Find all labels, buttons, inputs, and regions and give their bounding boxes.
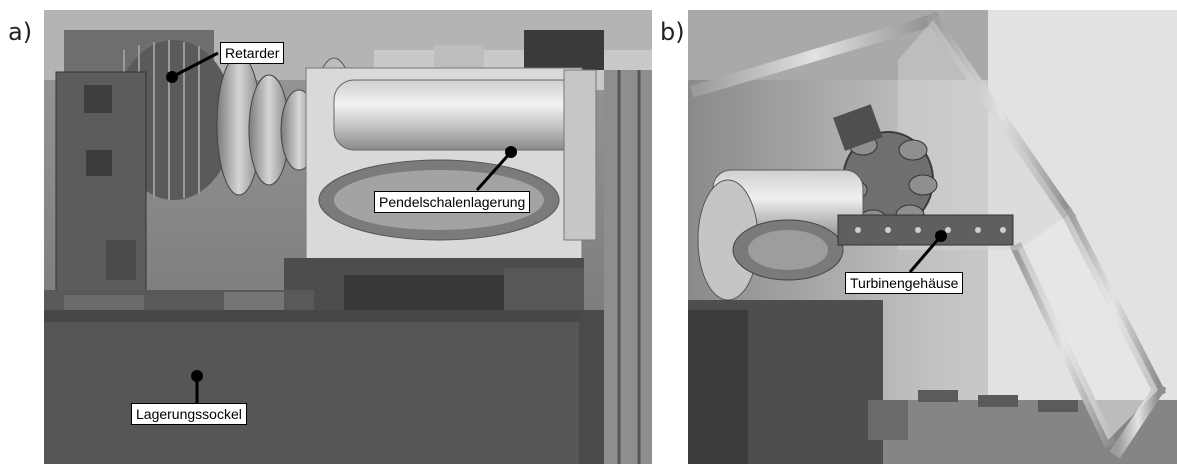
photo-panel-a xyxy=(44,10,652,464)
photo-b-drawing xyxy=(688,10,1177,464)
photo-a-drawing xyxy=(44,10,652,464)
callout-lagerungssockel: Lagerungssockel xyxy=(131,403,247,425)
callout-retarder: Retarder xyxy=(220,42,285,64)
panel-b-letter: b) xyxy=(660,18,685,46)
callout-turbinengehaeuse: Turbinengehäuse xyxy=(845,272,964,294)
panel-a-letter: a) xyxy=(8,18,33,46)
photo-panel-b xyxy=(688,10,1177,464)
callout-pendelschalenlagerung: Pendelschalenlagerung xyxy=(374,191,531,213)
